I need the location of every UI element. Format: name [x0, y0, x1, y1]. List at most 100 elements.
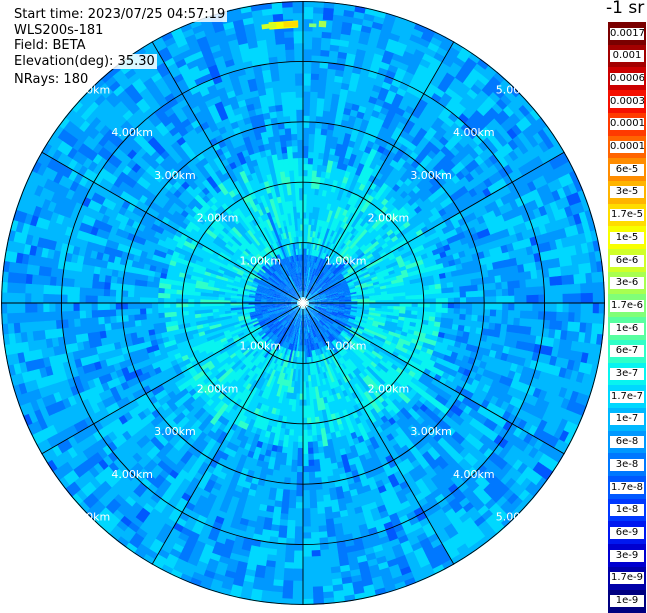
range-bin	[448, 303, 455, 309]
range-bin	[514, 310, 521, 319]
range-bin	[312, 43, 322, 50]
range-bin	[303, 43, 313, 50]
range-bin	[295, 508, 303, 515]
range-bin	[303, 163, 308, 170]
range-bin	[302, 593, 314, 600]
range-bin	[310, 526, 319, 533]
range-bin	[307, 436, 313, 443]
range-bin	[288, 496, 296, 503]
range-bin	[305, 375, 308, 382]
range-bin	[514, 288, 521, 297]
range-bin	[563, 303, 570, 313]
range-bin	[303, 97, 311, 104]
range-bin	[466, 291, 473, 298]
range-bin	[303, 37, 313, 44]
range-bin	[424, 303, 431, 308]
range-bin	[550, 285, 557, 295]
range-bin	[285, 544, 295, 551]
range-bin	[288, 502, 296, 509]
range-bin	[430, 303, 437, 308]
range-bin	[297, 454, 303, 461]
range-bin	[306, 399, 310, 406]
range-bin	[311, 55, 321, 62]
range-bin	[308, 472, 315, 479]
range-bin	[297, 460, 303, 467]
range-bin	[303, 73, 312, 80]
range-bin	[306, 387, 310, 394]
range-bin	[472, 291, 479, 298]
range-bin	[484, 290, 491, 298]
range-bin	[556, 285, 563, 295]
range-bin	[284, 550, 294, 557]
range-bin	[393, 296, 400, 300]
range-bin	[454, 292, 461, 298]
range-bin	[550, 303, 557, 313]
range-bin	[297, 442, 303, 449]
range-bin	[303, 145, 309, 152]
range-bin	[520, 287, 527, 296]
range-bin	[406, 303, 413, 307]
range-bin	[299, 412, 303, 419]
range-bin	[303, 6, 315, 13]
range-bin	[484, 303, 491, 310]
range-bin	[436, 293, 443, 299]
range-bin	[587, 293, 594, 304]
range-bin	[550, 294, 557, 304]
range-bin	[532, 287, 539, 296]
range-bin	[308, 460, 315, 467]
range-bin	[303, 151, 309, 158]
range-bin	[569, 293, 576, 304]
range-bin	[311, 568, 322, 575]
range-bin	[310, 103, 318, 110]
range-bin	[293, 556, 303, 563]
range-bin	[496, 289, 503, 297]
range-bin	[302, 569, 313, 576]
range-bin	[526, 311, 533, 320]
range-bin	[311, 556, 321, 563]
range-bin	[544, 294, 551, 304]
range-bin	[286, 520, 295, 527]
range-bin	[556, 303, 563, 313]
range-bin	[424, 294, 431, 299]
range-bin	[302, 587, 313, 594]
range-bin	[303, 127, 310, 134]
range-bin	[442, 303, 449, 309]
range-bin	[496, 303, 503, 311]
range-bin	[303, 188, 307, 195]
range-bin	[502, 303, 509, 311]
range-bin	[298, 430, 303, 437]
range-bin	[306, 405, 310, 412]
range-bin	[294, 526, 303, 533]
range-bin	[292, 581, 303, 588]
range-bin	[303, 170, 308, 177]
range-bin	[293, 544, 303, 551]
range-bin	[284, 556, 294, 563]
range-bin	[303, 109, 311, 116]
range-bin	[303, 194, 307, 201]
range-bin	[294, 520, 303, 527]
range-bin	[312, 580, 323, 587]
range-bin	[430, 294, 437, 299]
range-bin	[311, 574, 322, 581]
range-bin	[295, 514, 303, 521]
range-bin	[296, 484, 303, 491]
range-bin	[556, 312, 563, 322]
range-bin	[581, 293, 588, 304]
range-bin	[307, 442, 313, 449]
range-bin	[310, 91, 318, 98]
range-bin	[466, 303, 473, 310]
range-bin	[442, 293, 449, 299]
range-bin	[303, 79, 312, 86]
range-bin	[291, 593, 303, 600]
range-bin	[411, 295, 418, 300]
range-bin	[295, 502, 303, 509]
range-bin	[306, 411, 311, 418]
range-bin	[575, 293, 582, 304]
range-bin	[303, 91, 311, 98]
range-bin	[303, 139, 309, 146]
range-bin	[306, 393, 310, 400]
range-bin	[303, 67, 312, 74]
range-bin	[302, 581, 313, 588]
range-bin	[544, 286, 551, 296]
range-bin	[302, 544, 312, 551]
